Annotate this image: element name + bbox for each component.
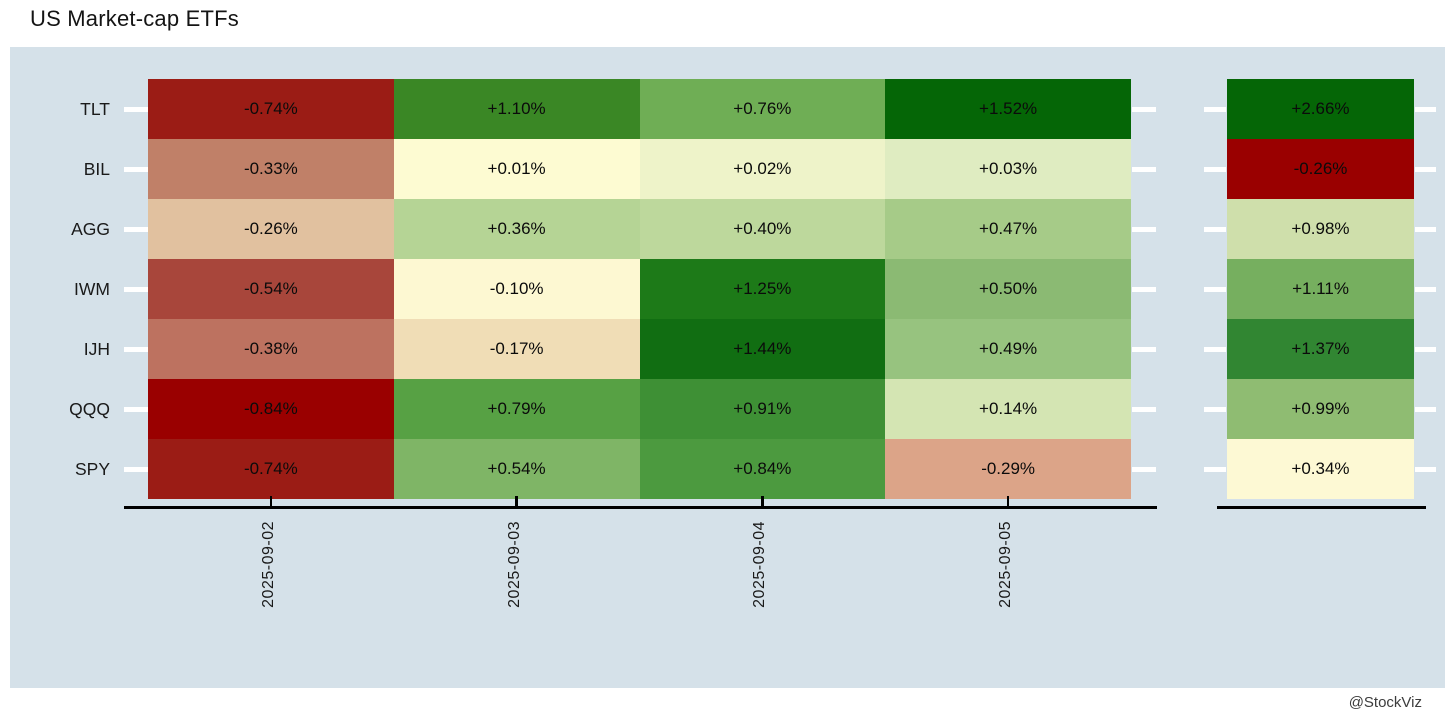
row-tick <box>1204 466 1226 472</box>
heatmap-week-cell: +2.66% <box>1227 79 1414 139</box>
y-tick-label: AGG <box>71 219 110 239</box>
row-tick <box>1204 106 1226 112</box>
row-tick <box>1204 286 1226 292</box>
row-tick <box>1204 406 1226 412</box>
row-tick <box>1204 226 1226 232</box>
heatmap-cell: +0.01% <box>393 139 640 199</box>
row-tick <box>1415 286 1436 292</box>
row-tick <box>1415 346 1436 352</box>
row-tick <box>1132 406 1156 412</box>
row-tick <box>124 286 148 292</box>
y-tick-label: SPY <box>74 459 110 479</box>
row-tick <box>124 226 148 232</box>
plot-area: TLT -0.74% +1.10% +0.76% +1.52% +2.66% BIL -0.3… <box>10 47 1445 688</box>
heatmap-week-cell: +1.11% <box>1227 259 1414 319</box>
row-tick <box>124 466 148 472</box>
x-tick <box>761 496 764 509</box>
row-tick <box>1204 346 1226 352</box>
y-tick-label: IWM <box>74 279 110 299</box>
heatmap-cell: +0.54% <box>393 439 640 499</box>
heatmap-cell: +1.10% <box>393 79 640 139</box>
x-tick-label: 2025-09-02 <box>259 521 277 608</box>
heatmap-cell: +0.36% <box>393 199 640 259</box>
heatmap-cell: +0.76% <box>639 79 886 139</box>
heatmap-cell: -0.33% <box>148 139 394 199</box>
x-axis-week <box>1217 506 1426 509</box>
heatmap-cell: +0.49% <box>885 319 1131 379</box>
y-tick-label: IJH <box>83 339 110 359</box>
row-tick <box>1415 466 1436 472</box>
heatmap-cell: +1.25% <box>639 259 886 319</box>
heatmap-cell: -0.84% <box>148 379 394 439</box>
heatmap-week-cell: +1.37% <box>1227 319 1414 379</box>
y-tick-label: TLT <box>80 99 110 119</box>
heatmap-cell: +1.52% <box>885 79 1131 139</box>
x-tick-label: 2025-09-04 <box>751 521 769 608</box>
heatmap-cell: +0.02% <box>639 139 886 199</box>
row-tick <box>124 406 148 412</box>
row-tick <box>124 106 148 112</box>
x-tick <box>1006 496 1010 509</box>
row-tick <box>124 346 148 352</box>
heatmap-cell: -0.74% <box>148 79 394 139</box>
heatmap-cell: +0.47% <box>885 199 1131 259</box>
x-tick <box>515 496 518 509</box>
heatmap-cell: -0.29% <box>885 439 1131 499</box>
heatmap-cell: +0.40% <box>639 199 886 259</box>
y-tick-label: QQQ <box>69 399 110 419</box>
heatmap-cell: +0.79% <box>393 379 640 439</box>
row-tick <box>1415 406 1436 412</box>
row-tick <box>1132 286 1156 292</box>
heatmap-week-cell: -0.26% <box>1227 139 1414 199</box>
row-tick <box>124 166 148 172</box>
x-tick-label: 2025-09-03 <box>505 521 523 608</box>
y-tick-label: BIL <box>83 159 110 179</box>
row-tick <box>1204 166 1226 172</box>
heatmap-cell: -0.26% <box>148 199 394 259</box>
x-tick <box>269 496 273 509</box>
heatmap-week-cell: +0.98% <box>1227 199 1414 259</box>
heatmap-cell: +0.50% <box>885 259 1131 319</box>
heatmap-cell: +0.03% <box>885 139 1131 199</box>
heatmap-cell: +0.84% <box>639 439 886 499</box>
heatmap-cell: +0.14% <box>885 379 1131 439</box>
heatmap-cell: -0.10% <box>393 259 640 319</box>
row-tick <box>1415 106 1436 112</box>
heatmap-cell: -0.38% <box>148 319 394 379</box>
heatmap-cell: -0.74% <box>148 439 394 499</box>
row-tick <box>1132 466 1156 472</box>
row-tick <box>1132 106 1156 112</box>
row-tick <box>1132 226 1156 232</box>
watermark: @StockViz <box>1348 694 1422 711</box>
heatmap-cell: +1.44% <box>639 319 886 379</box>
heatmap-cell: -0.54% <box>148 259 394 319</box>
row-tick <box>1132 166 1156 172</box>
x-tick-label: 2025-09-05 <box>997 521 1015 608</box>
heatmap-cell: +0.91% <box>639 379 886 439</box>
row-tick <box>1415 166 1436 172</box>
x-axis-main <box>124 506 1157 509</box>
heatmap-cell: -0.17% <box>393 319 640 379</box>
heatmap-week-cell: +0.34% <box>1227 439 1414 499</box>
chart-title: US Market-cap ETFs <box>30 6 239 31</box>
row-tick <box>1132 346 1156 352</box>
heatmap-week-cell: +0.99% <box>1227 379 1414 439</box>
row-tick <box>1415 226 1436 232</box>
